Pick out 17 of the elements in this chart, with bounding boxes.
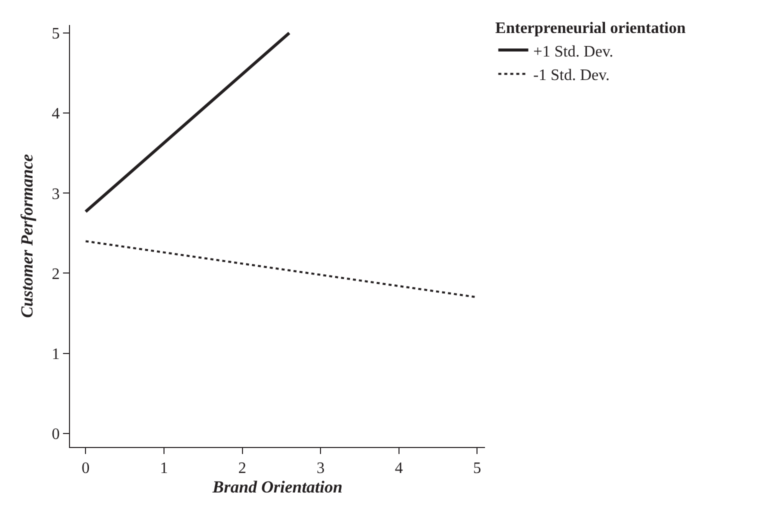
y-tick-label: 4 xyxy=(52,106,60,123)
y-tick-label: 0 xyxy=(52,426,60,443)
y-tick-label: 5 xyxy=(52,26,60,43)
x-tick-label: 5 xyxy=(473,460,482,478)
x-tick-label: 0 xyxy=(82,460,90,478)
legend-label: -1 Std. Dev. xyxy=(533,67,610,84)
y-tick-label: 2 xyxy=(52,266,60,283)
y-tick-label: 3 xyxy=(52,186,60,203)
x-axis-title: Brand Orientation xyxy=(212,478,342,497)
x-tick-label: 2 xyxy=(238,460,246,478)
x-tick-label: 4 xyxy=(394,460,403,478)
x-tick-label: 3 xyxy=(316,460,325,478)
legend-label: +1 Std. Dev. xyxy=(533,43,614,60)
x-tick-label: 1 xyxy=(160,460,168,478)
y-axis-title: Customer Performance xyxy=(17,154,36,318)
legend-title: Enterpreneurial orientation xyxy=(495,20,686,38)
y-tick-label: 1 xyxy=(52,346,60,363)
